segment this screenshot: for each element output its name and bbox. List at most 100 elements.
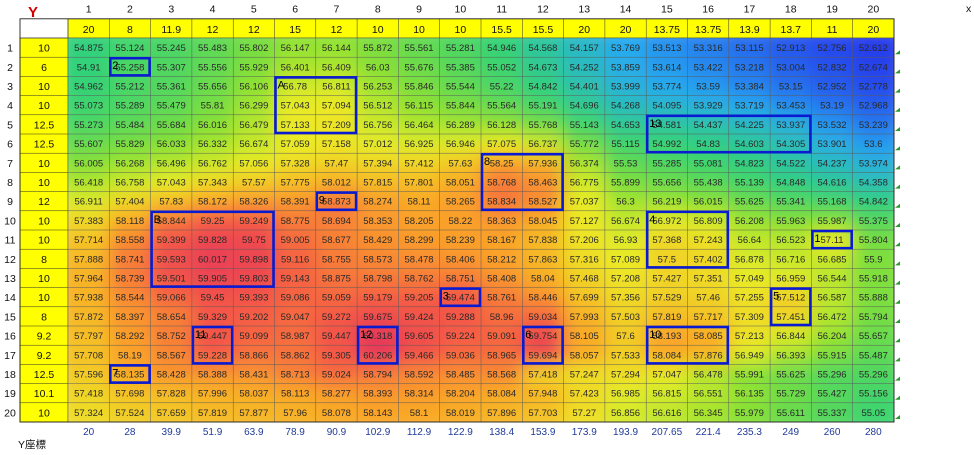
cell-value: 55.794 [859,312,888,323]
cell-value: 58.573 [363,254,392,265]
cell-value: 58.875 [322,274,351,285]
heat-cell [481,210,524,231]
row-index-label: 11 [5,235,16,247]
col-index-label: 15 [661,4,673,16]
heat-cell [439,191,482,212]
cell-value: 54.603 [735,139,764,150]
heat-cell [481,287,524,308]
cell-value: 55.802 [239,43,268,54]
heat-cell [522,95,565,116]
heat-cell [109,268,152,289]
cell-value: 58.391 [281,197,310,208]
heat-cell [687,364,730,385]
row-index-label: 8 [7,177,13,189]
heat-cell [109,114,152,135]
cell-value: 57.698 [115,389,144,400]
row-index-label: 16 [4,331,16,343]
heat-cell [398,153,441,174]
heat-cell [646,287,689,308]
cell-value: 55.385 [446,62,475,73]
cell-value: 55.483 [198,43,227,54]
highlight-box [274,76,358,135]
cell-value: 56.289 [446,120,475,131]
x-coord-label: 207.65 [652,427,683,438]
highlight-box-label: 3 [443,291,449,303]
cell-value: 54.225 [735,120,764,131]
cell-value: 57.255 [735,293,764,304]
heat-cell [233,230,276,251]
col-width-label: 20 [620,24,632,36]
heat-cell [68,402,111,422]
cell-value: 58.965 [487,350,516,361]
cell-value: 58.172 [198,197,227,208]
cell-value: 57.819 [652,312,681,323]
cell-value: 57.324 [74,408,103,419]
cell-value: 56.409 [322,62,351,73]
col-index-band [68,0,894,19]
heat-cell [398,249,441,270]
heat-cell [398,172,441,193]
cell-value: 53.719 [735,101,764,112]
cell-value: 54.095 [652,101,681,112]
heat-cell [687,114,730,135]
highlight-box [645,114,812,154]
highlight-box-label: B [154,214,161,226]
row-marker-icon [895,50,900,55]
heat-cell [274,76,317,97]
row-index-label: 17 [4,350,16,362]
cell-value: 54.842 [528,82,557,93]
cell-value: 58.406 [446,254,475,265]
heat-cell [646,306,689,327]
row-marker-icon [895,415,900,419]
heat-cell [481,95,524,116]
row-index-label: 2 [7,62,13,74]
cell-value: 57.059 [281,139,310,150]
cell-value: 53.004 [776,62,805,73]
cell-value: 53.15 [779,82,803,93]
row-height-label: 10 [38,177,50,189]
cell-value: 56.756 [363,120,392,131]
highlight-box-label: A [278,79,286,91]
cell-value: 59.047 [281,312,310,323]
heat-cell [150,326,193,347]
cell-value: 58.299 [405,235,434,246]
x-coord-label: 249 [782,427,799,438]
heat-cell [728,383,772,404]
row-marker-icon [895,107,900,112]
row-index-label: 9 [7,196,13,208]
cell-value: 54.842 [859,197,888,208]
heat-cell [274,210,317,231]
row-index-label: 5 [7,119,13,131]
heat-cell [357,306,400,327]
row-index-label: 20 [4,407,16,419]
col-width-label: 15 [289,24,301,36]
heat-cell [109,172,152,193]
cell-value: 55.073 [74,101,103,112]
cell-value: 56.332 [198,139,227,150]
heat-cell [150,95,193,116]
heat-cell [770,153,813,174]
heat-cell [398,191,441,212]
cell-value: 55.375 [859,216,888,227]
cell-value: 56.135 [735,389,764,400]
heat-cell [604,114,648,135]
heat-cell [68,230,111,251]
row-height-label: 9.2 [37,331,52,343]
row-marker-icon [895,261,900,266]
row-height-label: 10 [38,235,50,247]
cell-value: 57.206 [570,235,599,246]
cell-value: 55.772 [570,139,599,150]
highlight-box [109,56,151,77]
cell-value: 58.167 [487,235,516,246]
cell-value: 56.147 [281,43,310,54]
cell-value: 58.544 [115,293,144,304]
cell-value: 57.659 [157,408,186,419]
cell-value: 57.699 [570,293,599,304]
heat-cell [481,230,524,251]
heat-cell [315,287,359,308]
row-marker-icon [895,223,900,227]
cell-value: 56.253 [363,82,392,93]
heat-cell [398,364,441,385]
heat-cell [150,153,193,174]
cell-value: 57.993 [570,312,599,323]
